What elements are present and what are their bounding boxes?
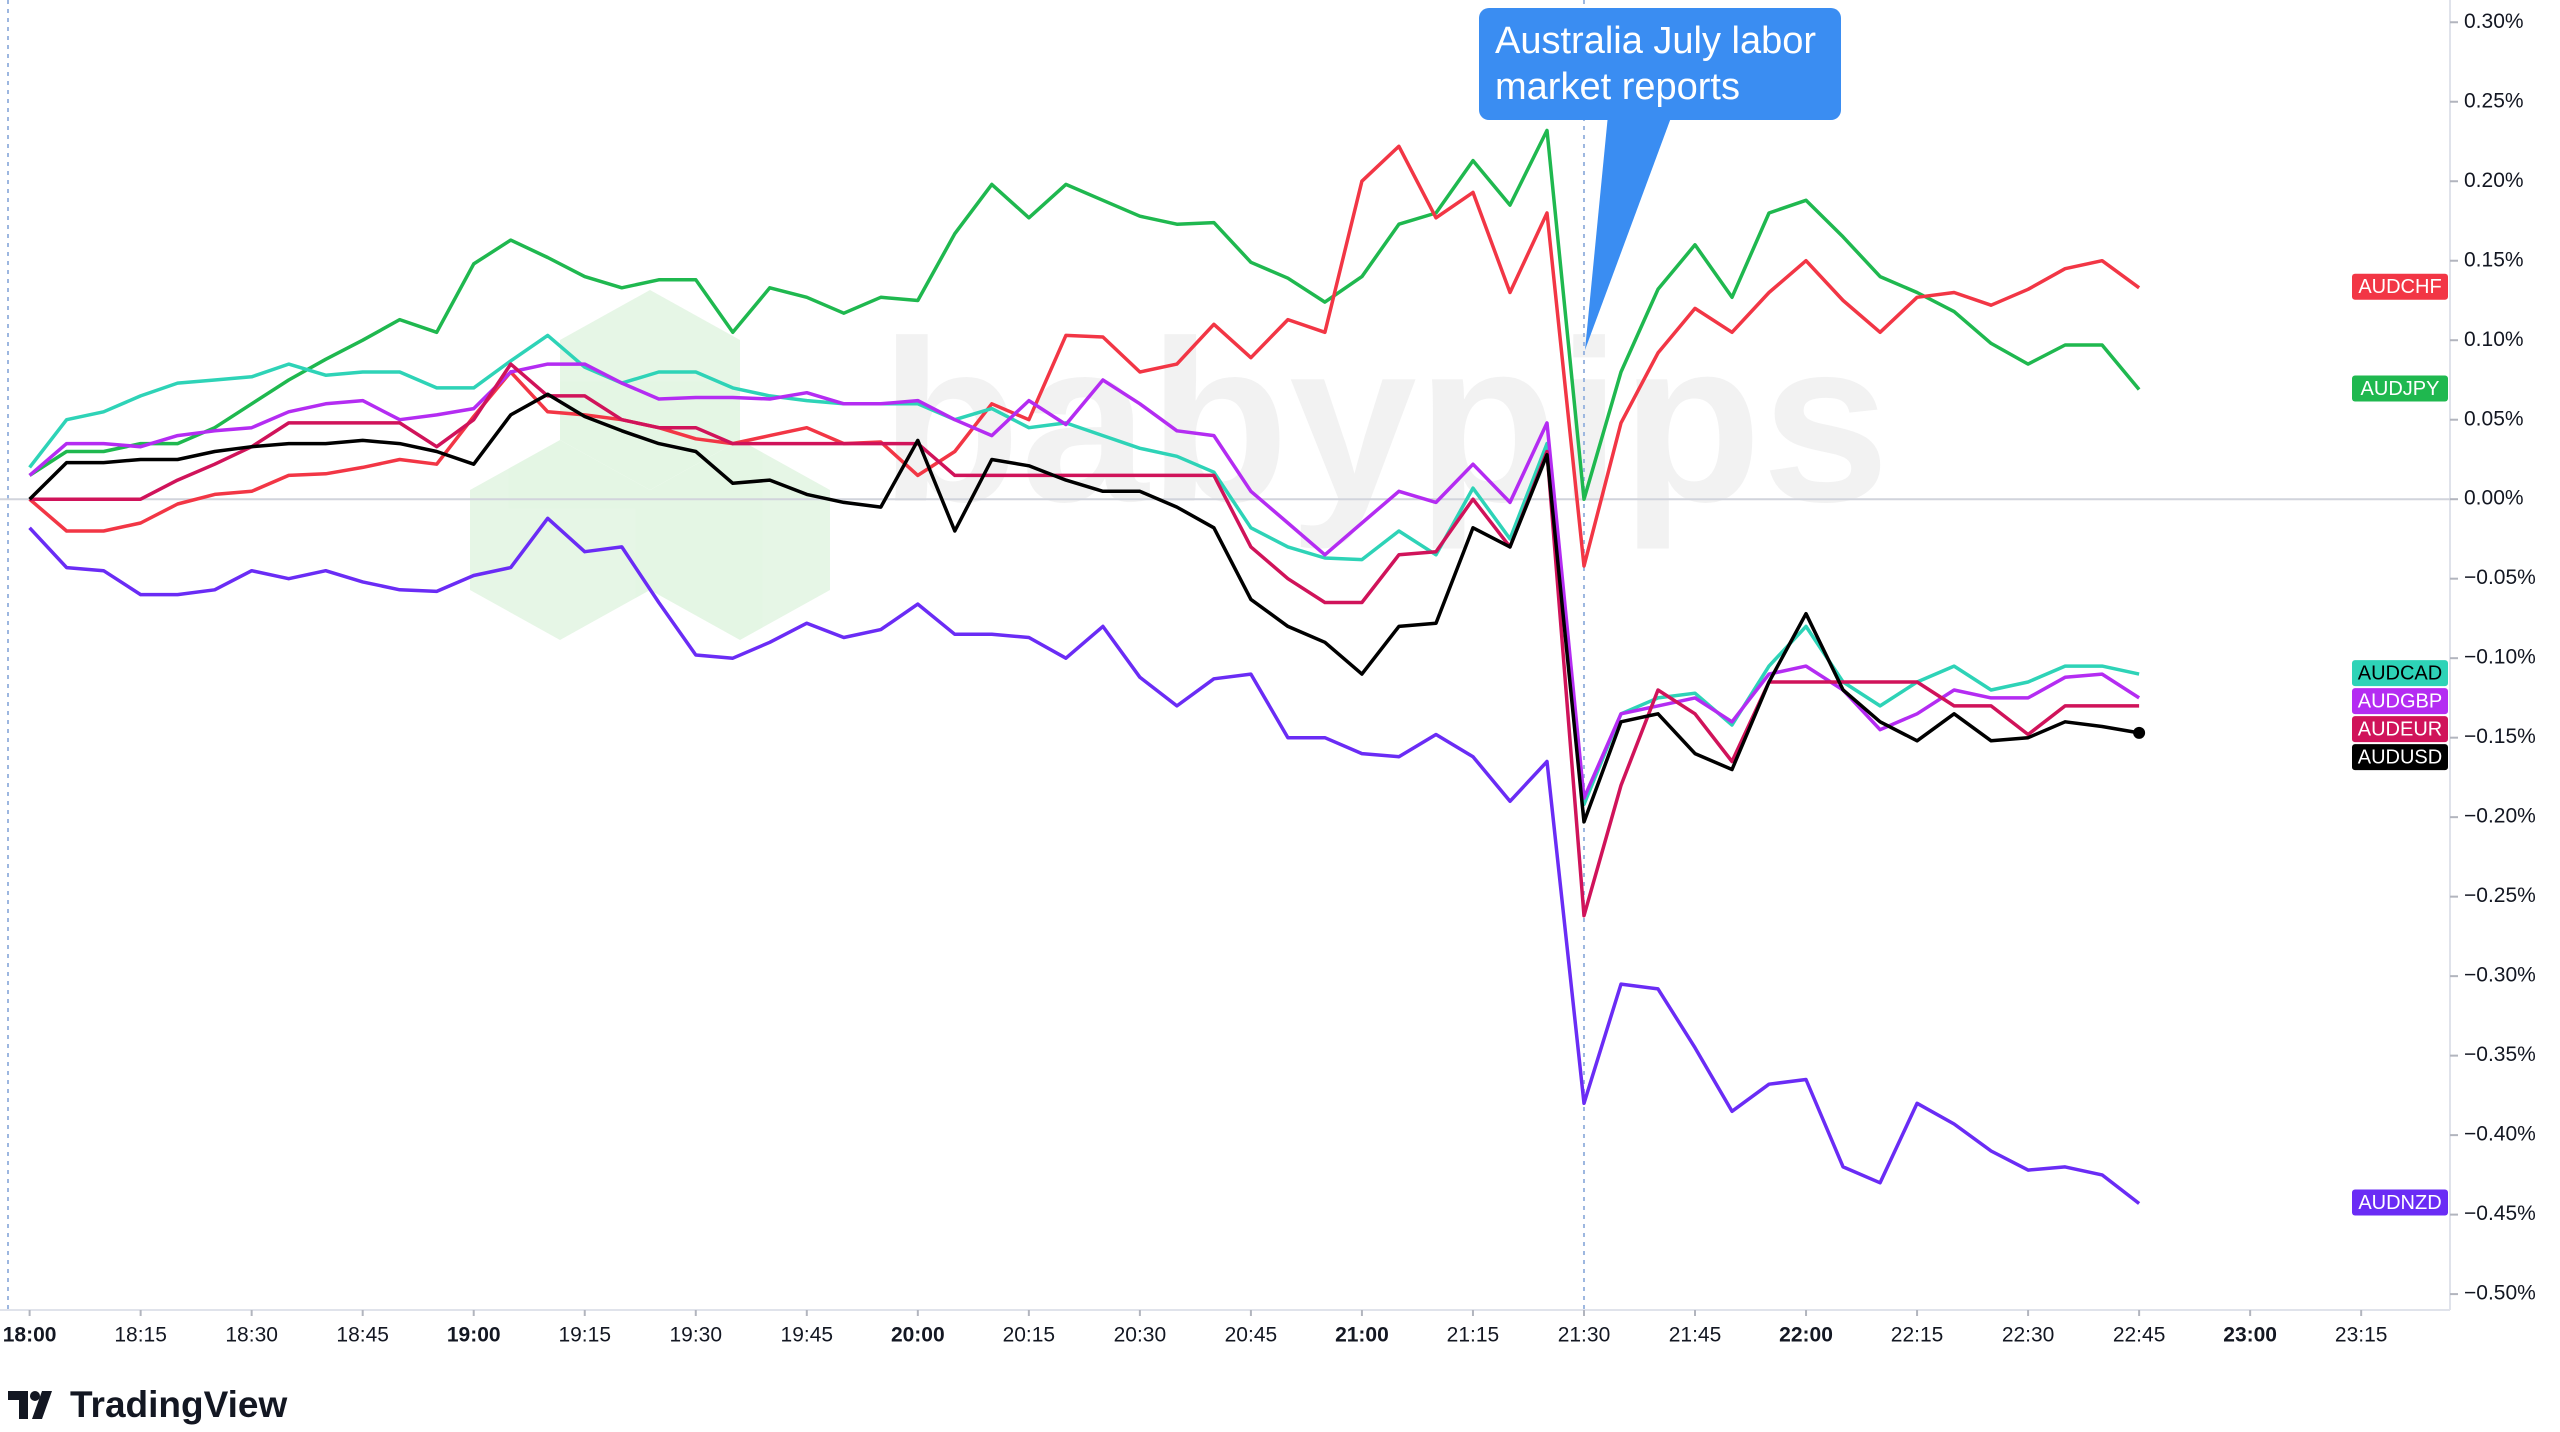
brand-logo — [8, 1391, 52, 1419]
y-tick-label: −0.35% — [2464, 1043, 2536, 1066]
legend-label: AUDUSD — [2358, 746, 2442, 768]
y-tick-label: 0.05% — [2464, 407, 2524, 430]
series-line — [28, 362, 2141, 800]
y-tick-label: 0.25% — [2464, 89, 2524, 112]
y-tick-label: −0.05% — [2464, 566, 2536, 589]
brand-text: TradingView — [70, 1384, 288, 1425]
legend-label: AUDGBP — [2358, 690, 2442, 712]
y-tick-label: −0.45% — [2464, 1202, 2536, 1225]
brand: TradingView — [8, 1384, 287, 1426]
y-tick-label: −0.30% — [2464, 964, 2536, 987]
legend-label: AUDCAD — [2358, 662, 2442, 684]
legend-label: AUDCHF — [2358, 276, 2441, 298]
legend-tag — [2352, 375, 2448, 402]
y-tick-label: −0.40% — [2464, 1123, 2536, 1146]
x-tick-label: 19:45 — [781, 1324, 834, 1347]
series-line — [28, 392, 2140, 824]
watermark-hex — [650, 440, 830, 640]
x-tick-label: 22:00 — [1779, 1324, 1833, 1347]
series-line — [28, 128, 2141, 501]
x-tick-label: 19:30 — [669, 1324, 722, 1347]
watermark-hex — [470, 440, 650, 640]
x-tick-label: 20:45 — [1225, 1324, 1278, 1347]
x-tick-label: 20:15 — [1003, 1324, 1056, 1347]
x-tick-label: 21:15 — [1447, 1324, 1500, 1347]
x-tick-label: 18:45 — [336, 1324, 389, 1347]
y-tick-label: −0.15% — [2464, 725, 2536, 748]
legend-tag — [2352, 744, 2448, 771]
annotation-pointer — [1585, 115, 1672, 350]
y-tick-label: −0.20% — [2464, 805, 2536, 828]
x-tick-label: 20:30 — [1114, 1324, 1167, 1347]
y-tick-label: 0.00% — [2464, 487, 2524, 510]
y-tick-label: −0.25% — [2464, 884, 2536, 907]
watermark — [470, 290, 830, 640]
legend-label: AUDJPY — [2361, 378, 2440, 400]
legend-tag — [2352, 688, 2448, 715]
x-tick-label: 18:15 — [114, 1324, 167, 1347]
x-tick-label: 22:30 — [2002, 1324, 2055, 1347]
annotation: Australia July labor market reports — [1479, 8, 1841, 120]
series-line — [28, 516, 2141, 1205]
x-tick-label: 23:00 — [2223, 1324, 2277, 1347]
x-tick-label: 22:15 — [1891, 1324, 1944, 1347]
y-tick-label: 0.15% — [2464, 248, 2524, 271]
x-tick-label: 19:00 — [447, 1324, 501, 1347]
legend-tag — [2352, 273, 2448, 300]
y-tick-label: −0.50% — [2464, 1282, 2536, 1305]
legend-tag — [2352, 1189, 2448, 1216]
y-tick-label: −0.10% — [2464, 646, 2536, 669]
legend-label: AUDEUR — [2358, 718, 2442, 740]
legend-label: AUDNZD — [2358, 1192, 2441, 1214]
x-tick-label: 19:15 — [558, 1324, 611, 1347]
x-tick-label: 18:30 — [225, 1324, 278, 1347]
x-tick-label: 22:45 — [2113, 1324, 2166, 1347]
series-line — [28, 144, 2141, 568]
x-tick-label: 23:15 — [2335, 1324, 2388, 1347]
y-tick-label: 0.30% — [2464, 10, 2524, 33]
end-point — [2133, 726, 2146, 739]
x-tick-label: 20:00 — [891, 1324, 945, 1347]
x-tick-label: 21:45 — [1669, 1324, 1722, 1347]
x-tick-label: 21:00 — [1335, 1324, 1389, 1347]
x-tick-label: 21:30 — [1558, 1324, 1611, 1347]
y-tick-label: 0.10% — [2464, 328, 2524, 351]
watermark-text: babypips — [880, 293, 1890, 550]
series-line — [29, 362, 2140, 918]
x-tick-label: 18:00 — [3, 1324, 57, 1347]
legend-tag — [2352, 716, 2448, 743]
legend-tag — [2352, 660, 2448, 687]
y-tick-label: 0.20% — [2464, 169, 2524, 192]
